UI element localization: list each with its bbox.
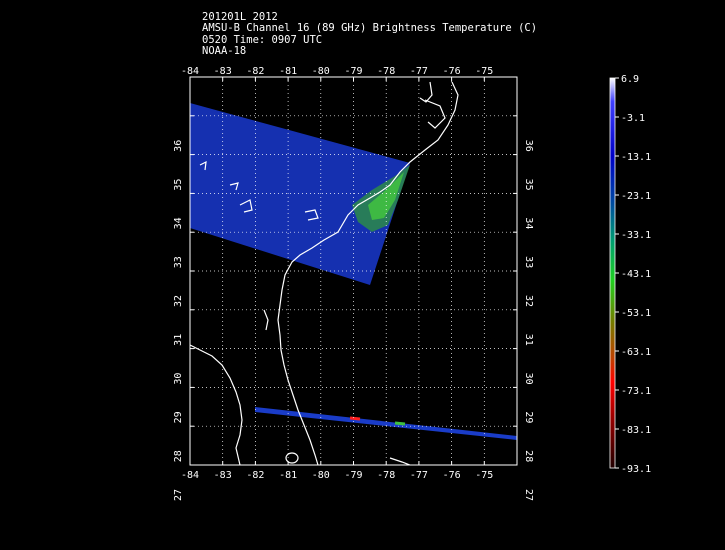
lon-label-top: -84 — [181, 66, 199, 77]
lon-label-bottom: -76 — [443, 470, 461, 481]
lon-label-top: -79 — [344, 66, 362, 77]
lat-label-right: 34 — [523, 217, 534, 229]
lake-okeechobee — [285, 452, 299, 464]
axis-ticks: -84 -84 -83 -83 -82 -82 -81 -81 -80 -80 -79 -79 -78 -… — [173, 66, 534, 501]
lat-label-left: 31 — [173, 334, 184, 346]
lake-1 — [239, 199, 253, 213]
colorbar-label: -23.1 — [621, 191, 651, 202]
lon-label-top: -83 — [214, 66, 232, 77]
main-swath — [190, 103, 410, 285]
colorbar-label: -13.1 — [621, 152, 651, 163]
lon-label-top: -77 — [410, 66, 428, 77]
lat-label-right: 29 — [523, 411, 534, 423]
lat-label-right: 35 — [523, 179, 534, 191]
title-line-3: 0520 Time: 0907 UTC — [202, 34, 323, 46]
lat-label-left: 34 — [173, 217, 184, 229]
lake-4 — [199, 160, 207, 171]
lon-label-top: -78 — [377, 66, 395, 77]
colorbar — [609, 77, 616, 469]
lat-label-left: 28 — [173, 450, 184, 462]
lon-label-bottom: -84 — [181, 470, 199, 481]
lat-label-right: 31 — [523, 334, 534, 346]
lat-label-left: 30 — [173, 373, 184, 385]
lake-3 — [304, 209, 319, 221]
title-line-2: AMSU-B Channel 16 (89 GHz) Brightness Te… — [202, 22, 538, 34]
title-line-1: 201201L 2012 — [202, 11, 278, 23]
lat-label-right: 32 — [523, 295, 534, 307]
lake-5 — [263, 309, 269, 331]
lake-2 — [229, 182, 239, 191]
keys — [389, 457, 411, 465]
colorbar-label: -33.1 — [621, 230, 651, 241]
narrow-swath-red-mark — [349, 416, 361, 421]
lat-label-right: 33 — [523, 256, 534, 268]
cold-core — [368, 172, 404, 220]
lon-label-top: -75 — [475, 66, 493, 77]
colorbar-label: -53.1 — [621, 308, 651, 319]
lat-label-right: 30 — [523, 373, 534, 385]
lat-label-left: 33 — [173, 256, 184, 268]
lon-label-bottom: -79 — [344, 470, 362, 481]
coastline-layer — [190, 81, 459, 465]
lon-label-bottom: -82 — [246, 470, 264, 481]
lon-label-bottom: -77 — [410, 470, 428, 481]
colorbar-label: -83.1 — [621, 425, 651, 436]
colorbar-label: 6.9 — [621, 74, 639, 85]
lat-label-left: 32 — [173, 295, 184, 307]
colorbar-label: -93.1 — [621, 464, 651, 475]
title-line-4: NOAA-18 — [202, 45, 247, 57]
lon-label-bottom: -83 — [214, 470, 232, 481]
lon-label-top: -81 — [279, 66, 297, 77]
lon-label-bottom: -81 — [279, 470, 297, 481]
colorbar-label: -73.1 — [621, 386, 651, 397]
colorbar-labels: 6.9 -3.1 -13.1 -23.1 -33.1 -43.1 -53.1 -63.1 -73… — [615, 74, 651, 475]
swath-layer — [190, 103, 517, 440]
lat-label-left: 29 — [173, 411, 184, 423]
narrow-swath — [255, 407, 517, 440]
lon-label-bottom: -75 — [475, 470, 493, 481]
colorbar-label: -3.1 — [621, 113, 645, 124]
lat-label-right: 28 — [523, 450, 534, 462]
lon-label-top: -80 — [312, 66, 330, 77]
nc-sounds — [424, 99, 446, 129]
chesapeake — [419, 81, 433, 103]
lon-label-top: -76 — [443, 66, 461, 77]
lon-label-top: -82 — [246, 66, 264, 77]
lat-label-left: 35 — [173, 179, 184, 191]
narrow-swath-green-mark — [394, 421, 406, 426]
lat-label-right: 36 — [523, 140, 534, 152]
lon-label-bottom: -80 — [312, 470, 330, 481]
lat-label-right: 27 — [523, 489, 534, 501]
lat-label-left: 27 — [173, 489, 184, 501]
florida-west-coast — [190, 344, 243, 465]
lat-label-left: 36 — [173, 140, 184, 152]
colorbar-label: -43.1 — [621, 269, 651, 280]
east-coastline — [277, 81, 459, 465]
lon-label-bottom: -78 — [377, 470, 395, 481]
colorbar-label: -63.1 — [621, 347, 651, 358]
